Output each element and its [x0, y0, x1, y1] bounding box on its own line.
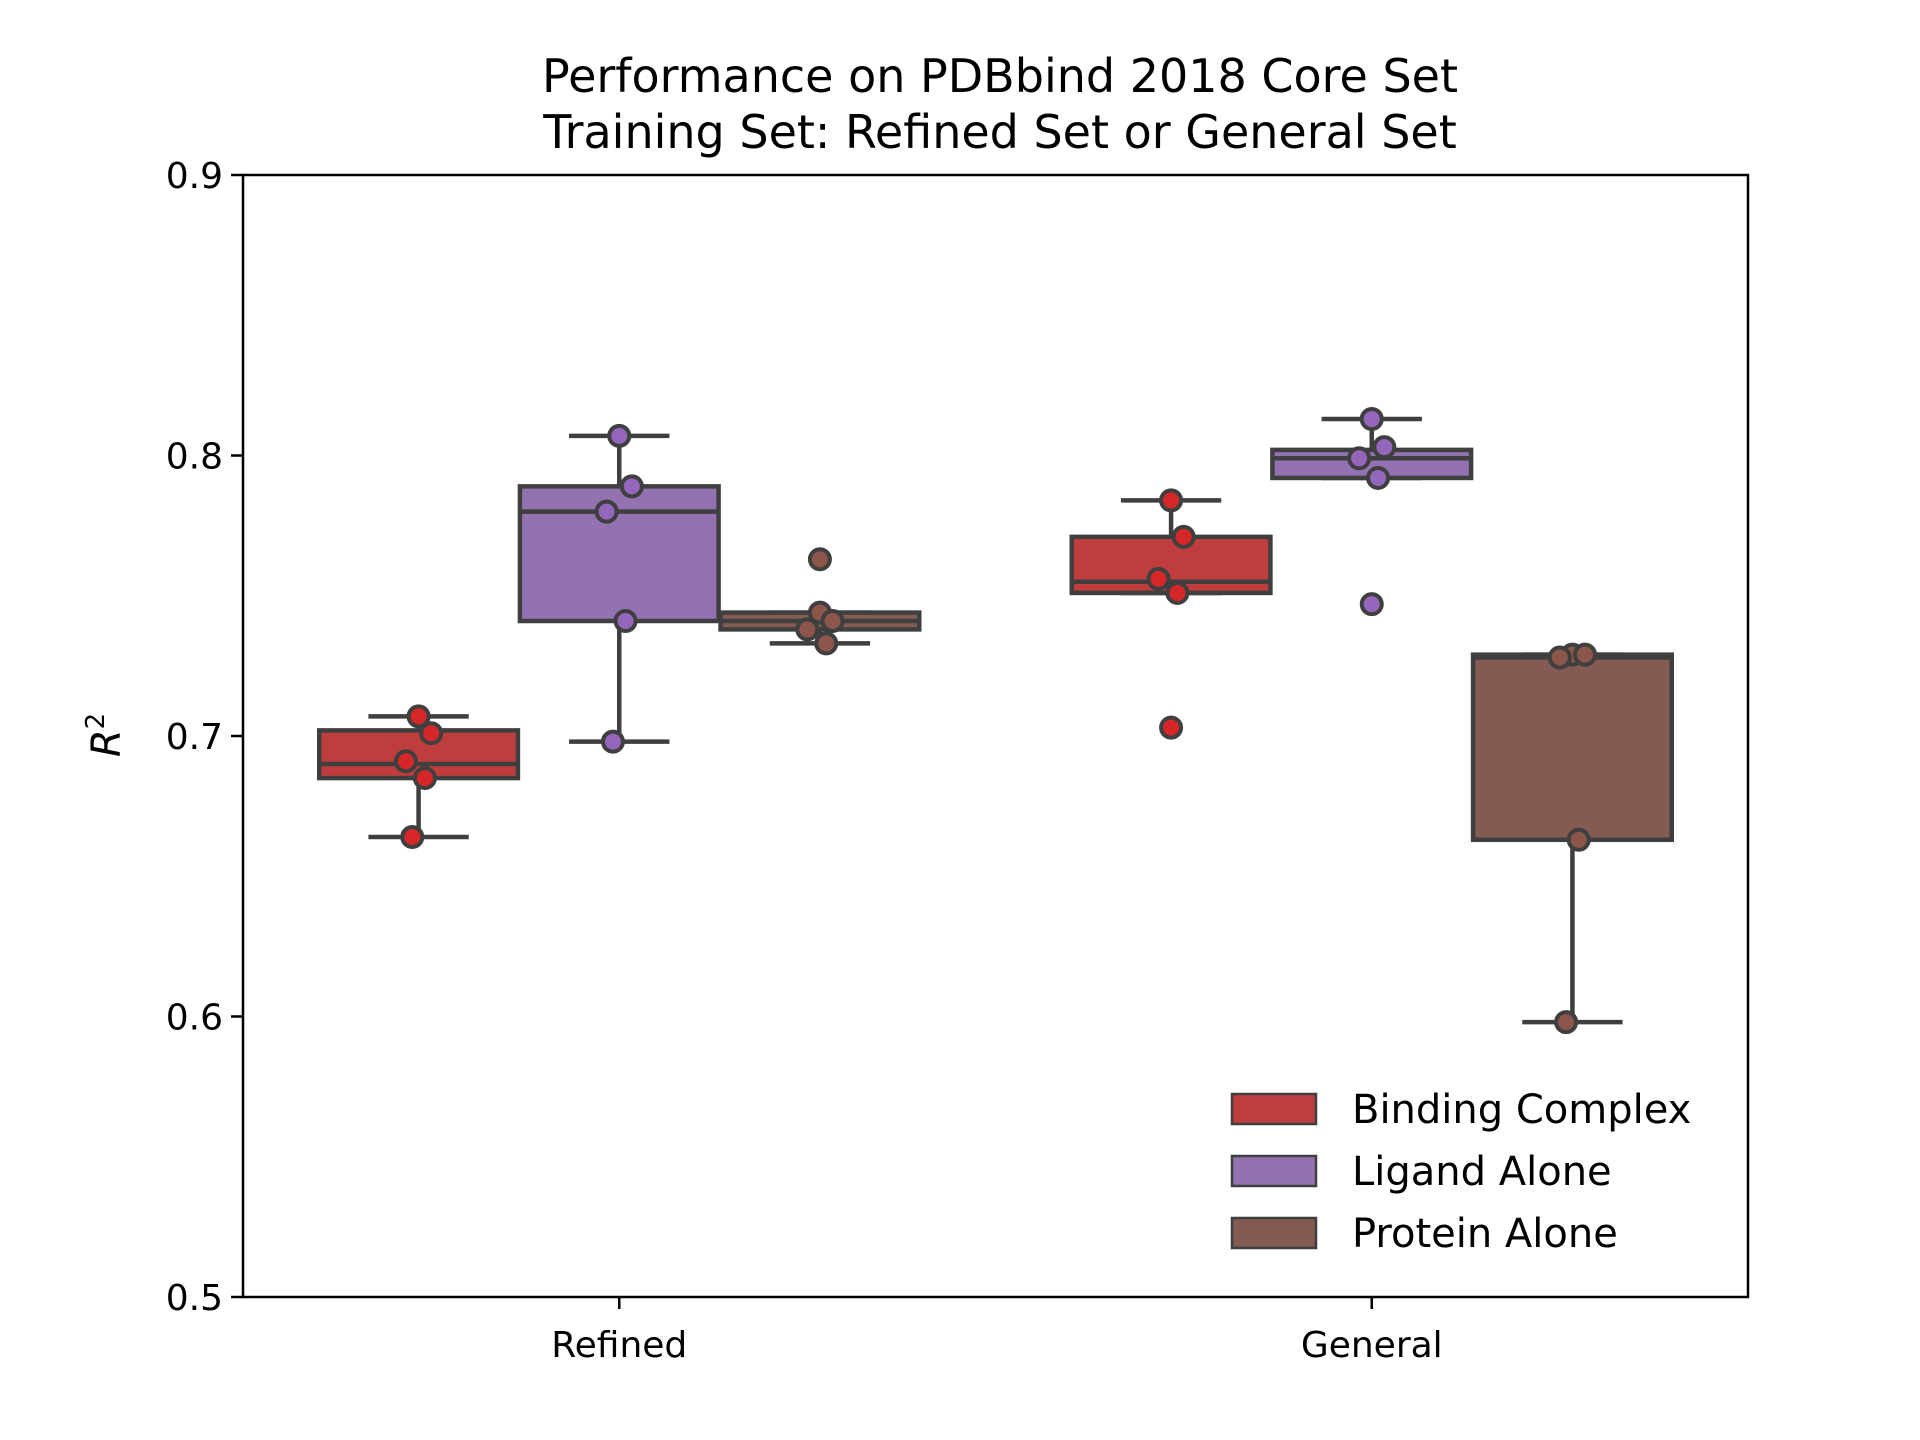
outlier-point: [807, 547, 832, 572]
data-point: [1165, 580, 1190, 605]
box-2-0: [718, 547, 922, 656]
box-iqr: [1470, 652, 1675, 843]
data-point: [1566, 827, 1591, 852]
outlier-point: [1159, 715, 1184, 740]
box-2-1: [1470, 642, 1675, 1035]
y-tick-label: 0.9: [166, 156, 223, 197]
y-axis-label-superscript: 2: [81, 713, 111, 730]
data-point: [1159, 488, 1184, 513]
box-1-0: [517, 423, 721, 754]
data-point: [1547, 645, 1572, 670]
legend-label: Ligand Alone: [1352, 1149, 1612, 1195]
data-point: [619, 474, 644, 499]
y-tick-label: 0.5: [166, 1278, 223, 1319]
legend-label: Binding Complex: [1352, 1087, 1691, 1133]
y-tick-label: 0.8: [166, 437, 223, 478]
data-point: [594, 499, 619, 524]
box-0-0: [317, 704, 521, 849]
data-point: [600, 729, 625, 754]
box-1-1: [1270, 407, 1474, 617]
data-point: [393, 749, 418, 774]
x-axis: Refined General: [551, 1297, 1443, 1366]
legend-swatch: [1230, 1216, 1318, 1250]
data-point: [613, 608, 638, 633]
legend-swatch: [1230, 1092, 1318, 1126]
data-point: [412, 766, 437, 791]
data-point: [814, 631, 839, 656]
outlier-point: [1359, 592, 1384, 617]
data-point: [607, 423, 632, 448]
y-tick-label: 0.6: [166, 998, 223, 1039]
y-axis-label: R2: [81, 713, 130, 757]
data-point: [1573, 642, 1598, 667]
legend-label: Protein Alone: [1352, 1211, 1618, 1257]
data-point: [1366, 465, 1391, 490]
chart-title: Performance on PDBbind 2018 Core Set: [542, 49, 1458, 103]
y-tick-label: 0.7: [166, 717, 223, 758]
box-iqr: [517, 484, 721, 624]
data-point: [400, 824, 425, 849]
data-point: [406, 704, 431, 729]
x-tick-label: General: [1301, 1325, 1443, 1366]
legend: Binding Complex Ligand Alone Protein Alone: [1230, 1087, 1691, 1257]
chart-subtitle: Training Set: Refined Set or General Set: [542, 105, 1457, 159]
data-point: [795, 617, 820, 642]
data-point: [1372, 435, 1397, 460]
data-point: [419, 721, 444, 746]
data-point: [1347, 446, 1372, 471]
data-point: [1171, 524, 1196, 549]
data-point: [1146, 566, 1171, 591]
x-tick-label: Refined: [551, 1325, 687, 1366]
y-axis: 0.5 0.6 0.7 0.8 0.9: [166, 156, 243, 1319]
data-point: [1554, 1010, 1579, 1035]
data-point: [1359, 407, 1384, 432]
data-point: [820, 608, 845, 633]
legend-swatch: [1230, 1154, 1318, 1188]
box-0-1: [1069, 488, 1273, 740]
